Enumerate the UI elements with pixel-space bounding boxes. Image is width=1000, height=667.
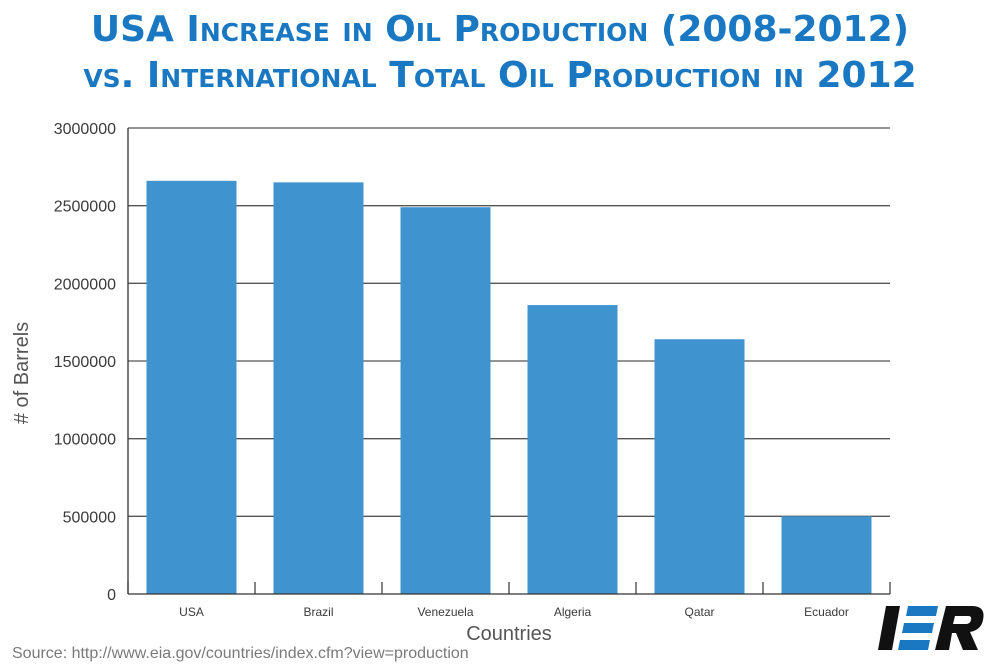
bar xyxy=(781,516,872,594)
chart-title-line-2: vs. International Total Oil Production i… xyxy=(83,55,917,96)
chart-title-line-1: USA Increase in Oil Production (2008-201… xyxy=(90,9,910,50)
x-tick-label: Qatar xyxy=(684,605,714,619)
x-tick-label: Ecuador xyxy=(804,605,849,619)
bar xyxy=(527,305,618,594)
y-tick-label: 1000000 xyxy=(54,432,116,449)
source-note: Source: http://www.eia.gov/countries/ind… xyxy=(12,645,469,662)
ier-logo xyxy=(878,606,984,650)
y-tick-label: 3000000 xyxy=(54,121,116,138)
bar xyxy=(400,207,491,594)
bar xyxy=(146,180,237,594)
y-tick-label: 1500000 xyxy=(54,354,116,371)
y-tick-label: 0 xyxy=(107,587,116,604)
x-tick-label: Algeria xyxy=(554,605,592,619)
y-tick-label: 2000000 xyxy=(54,276,116,293)
x-tick-label: USA xyxy=(179,605,204,619)
y-tick-label: 500000 xyxy=(63,509,116,526)
ier-logo-mark xyxy=(878,606,984,650)
bar xyxy=(273,182,364,594)
x-tick-label: Venezuela xyxy=(417,605,473,619)
x-axis-title: Countries xyxy=(466,623,552,645)
x-tick-label: Brazil xyxy=(303,605,333,619)
y-axis-title: # of Barrels xyxy=(11,322,33,424)
bar xyxy=(654,339,745,594)
y-tick-label: 2500000 xyxy=(54,199,116,216)
